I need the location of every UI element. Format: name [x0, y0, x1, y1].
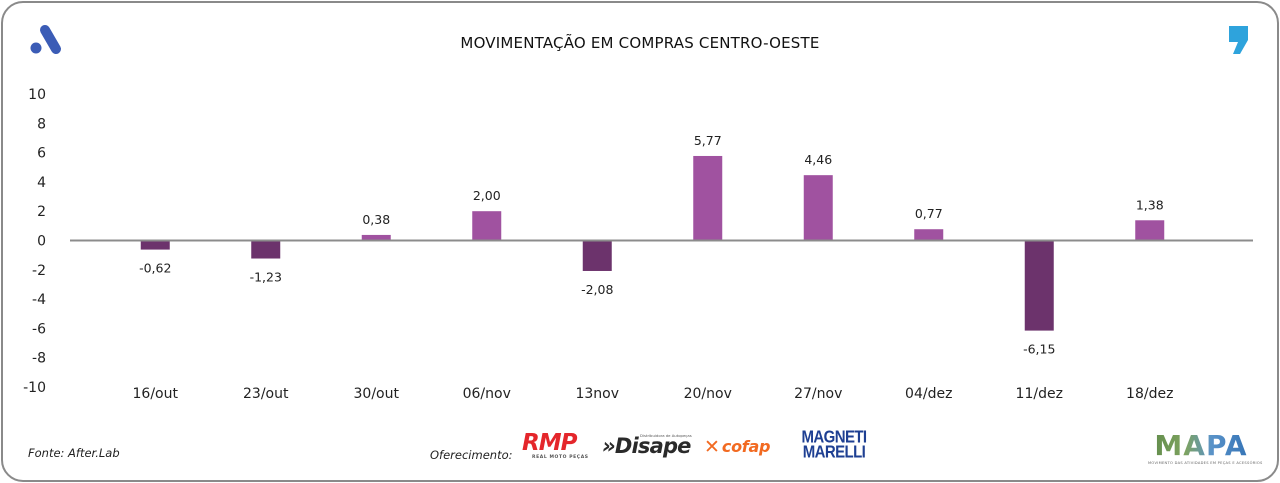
marelli-logo-line1: MAGNETI: [801, 427, 868, 448]
data-label: 5,77: [694, 133, 722, 148]
data-label: -2,08: [581, 282, 613, 297]
data-label: -6,15: [1023, 342, 1055, 357]
magneti-marelli-logo: MAGNETI MARELLI: [800, 427, 868, 464]
rmp-logo: RMP REAL MOTO PEÇAS: [522, 431, 592, 465]
bar: [361, 234, 391, 241]
x-tick-label: 23/out: [243, 386, 289, 402]
cofap-x-icon: ✕: [704, 436, 720, 458]
data-label: 1,38: [1136, 197, 1164, 212]
rmp-logo-tagline: REAL MOTO PEÇAS: [532, 455, 589, 460]
x-tick-label: 27/nov: [794, 386, 842, 402]
y-tick-label: 6: [37, 146, 46, 162]
data-label: 0,77: [915, 206, 943, 221]
x-tick-label: 13nov: [575, 386, 619, 402]
bar: [140, 240, 170, 250]
x-tick-label: 16/out: [133, 386, 179, 402]
y-tick-label: 0: [37, 234, 46, 250]
mapa-logo: MAPA MOVIMENTO DAS ATIVIDADES EM PEÇAS E…: [1148, 431, 1263, 471]
x-tick-label: 20/nov: [684, 386, 732, 402]
bar: [914, 229, 944, 241]
y-tick-label: -10: [23, 380, 46, 396]
mapa-logo-text: MAPA: [1148, 431, 1254, 461]
cofap-logo: ✕ cofap: [704, 434, 796, 460]
data-label: 2,00: [473, 188, 501, 203]
y-tick-label: -4: [32, 292, 46, 308]
bar: [1024, 240, 1054, 331]
disape-logo: Distribuidora de Autopeças »Disape: [602, 432, 694, 462]
bar: [693, 155, 723, 241]
marelli-logo-line2: MARELLI: [802, 442, 866, 463]
bar: [803, 175, 833, 241]
y-tick-label: 2: [37, 204, 46, 220]
bar: [251, 240, 281, 259]
rmp-logo-text: RMP: [522, 430, 577, 456]
y-tick-label: -2: [32, 263, 46, 279]
quote-mark-icon: [1229, 26, 1248, 54]
data-label: -0,62: [139, 261, 171, 276]
source-note: Fonte: After.Lab: [28, 446, 120, 460]
x-tick-label: 30/out: [354, 386, 400, 402]
y-tick-label: -8: [32, 351, 46, 367]
y-tick-label: 8: [37, 116, 46, 132]
mapa-logo-tagline: MOVIMENTO DAS ATIVIDADES EM PEÇAS E ACES…: [1148, 461, 1263, 465]
data-label: 4,46: [804, 152, 832, 167]
data-label: 0,38: [362, 212, 390, 227]
bar: [582, 240, 612, 271]
y-tick-label: 4: [37, 175, 46, 191]
disape-logo-tagline: Distribuidora de Autopeças: [640, 433, 692, 438]
y-tick-label: 10: [28, 87, 46, 103]
a-logo-icon: [30, 25, 61, 54]
disape-logo-text: »Disape: [602, 434, 691, 458]
sponsors-label: Oferecimento:: [430, 448, 513, 462]
y-tick-label: -6: [32, 321, 46, 337]
x-tick-label: 06/nov: [463, 386, 511, 402]
bar: [1135, 220, 1165, 241]
bar: [472, 211, 502, 241]
x-tick-label: 11/dez: [1016, 386, 1063, 402]
cofap-logo-text: cofap: [721, 437, 771, 456]
x-tick-label: 04/dez: [905, 386, 952, 402]
chart-title: MOVIMENTAÇÃO EM COMPRAS CENTRO-OESTE: [460, 34, 820, 52]
data-label: -1,23: [250, 270, 282, 285]
x-tick-label: 18/dez: [1126, 386, 1173, 402]
